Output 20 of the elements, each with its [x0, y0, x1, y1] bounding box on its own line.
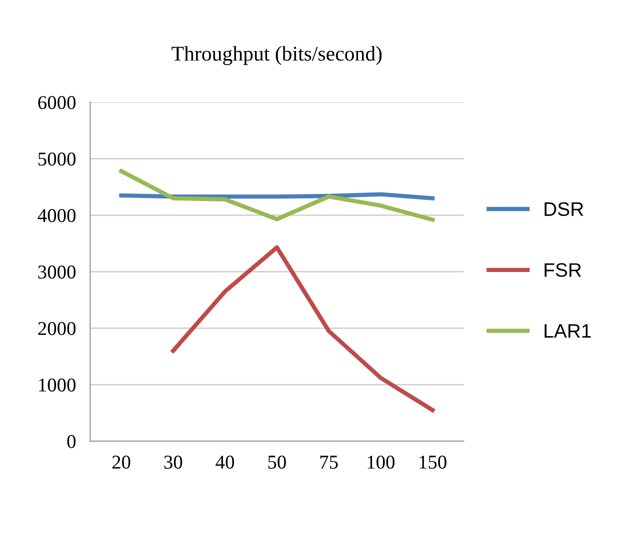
y-tick-label: 2000	[38, 322, 76, 336]
y-tick-label: 3000	[38, 266, 76, 279]
x-tick-label: 100	[368, 456, 395, 469]
y-tick-label: 0	[67, 434, 76, 448]
x-tick-label: 40	[216, 456, 234, 469]
y-tick-label: 6000	[38, 96, 76, 110]
line-series	[171, 245, 435, 412]
line-series	[119, 169, 435, 222]
x-tick-label: 50	[268, 456, 286, 469]
legend-label: FSR	[544, 263, 582, 277]
y-tick-label: 4000	[38, 209, 76, 222]
legend-label: LAR1	[544, 324, 591, 338]
x-tick-label: 75	[320, 456, 338, 469]
x-tick-label: 30	[164, 456, 182, 469]
y-tick-label: 5000	[38, 152, 76, 166]
legend-label: DSR	[544, 202, 584, 216]
y-tick-label: 1000	[39, 378, 76, 392]
chart-title: Throughput (bits/second)	[172, 46, 382, 66]
x-tick-label: 150	[420, 456, 446, 469]
x-tick-label: 20	[112, 456, 130, 469]
